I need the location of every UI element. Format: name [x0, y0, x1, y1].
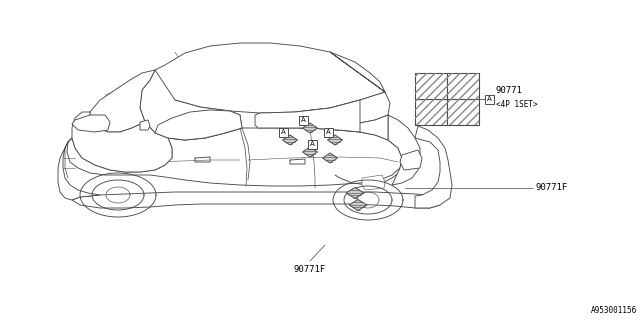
Polygon shape [72, 192, 440, 208]
Polygon shape [150, 43, 385, 113]
Text: 90771F: 90771F [294, 265, 326, 274]
Bar [447, 99, 479, 125]
Text: 90771: 90771 [496, 86, 523, 95]
Polygon shape [362, 175, 385, 190]
Polygon shape [140, 120, 150, 130]
Bar [415, 99, 447, 125]
Polygon shape [140, 70, 242, 140]
Bar [307, 140, 317, 148]
Polygon shape [328, 135, 342, 145]
Polygon shape [388, 115, 420, 185]
Polygon shape [346, 188, 364, 198]
Bar [485, 94, 494, 103]
Polygon shape [90, 70, 155, 132]
Text: 90771F: 90771F [535, 183, 567, 193]
Text: A: A [487, 96, 492, 102]
Polygon shape [255, 100, 360, 132]
Bar [447, 99, 479, 125]
Text: A: A [280, 129, 285, 135]
Polygon shape [155, 110, 242, 140]
Text: A953001156: A953001156 [591, 306, 637, 315]
Bar [447, 73, 479, 99]
Bar [415, 73, 447, 99]
Polygon shape [295, 52, 390, 128]
Bar [323, 127, 333, 137]
Bar [298, 116, 307, 124]
Text: <4P 1SET>: <4P 1SET> [496, 100, 538, 109]
Bar [447, 73, 479, 99]
Polygon shape [72, 115, 110, 132]
Bar [415, 73, 447, 99]
Polygon shape [58, 138, 100, 200]
Polygon shape [303, 123, 317, 133]
Polygon shape [67, 128, 402, 186]
Text: A: A [326, 129, 330, 135]
Text: A: A [301, 117, 305, 123]
Polygon shape [349, 199, 367, 211]
Polygon shape [415, 126, 452, 208]
Polygon shape [300, 115, 388, 140]
Polygon shape [323, 153, 337, 163]
Bar [278, 127, 287, 137]
Polygon shape [303, 147, 317, 157]
Polygon shape [282, 135, 298, 145]
Polygon shape [400, 150, 422, 170]
Text: A: A [310, 141, 314, 147]
Bar [415, 99, 447, 125]
Polygon shape [72, 112, 172, 172]
